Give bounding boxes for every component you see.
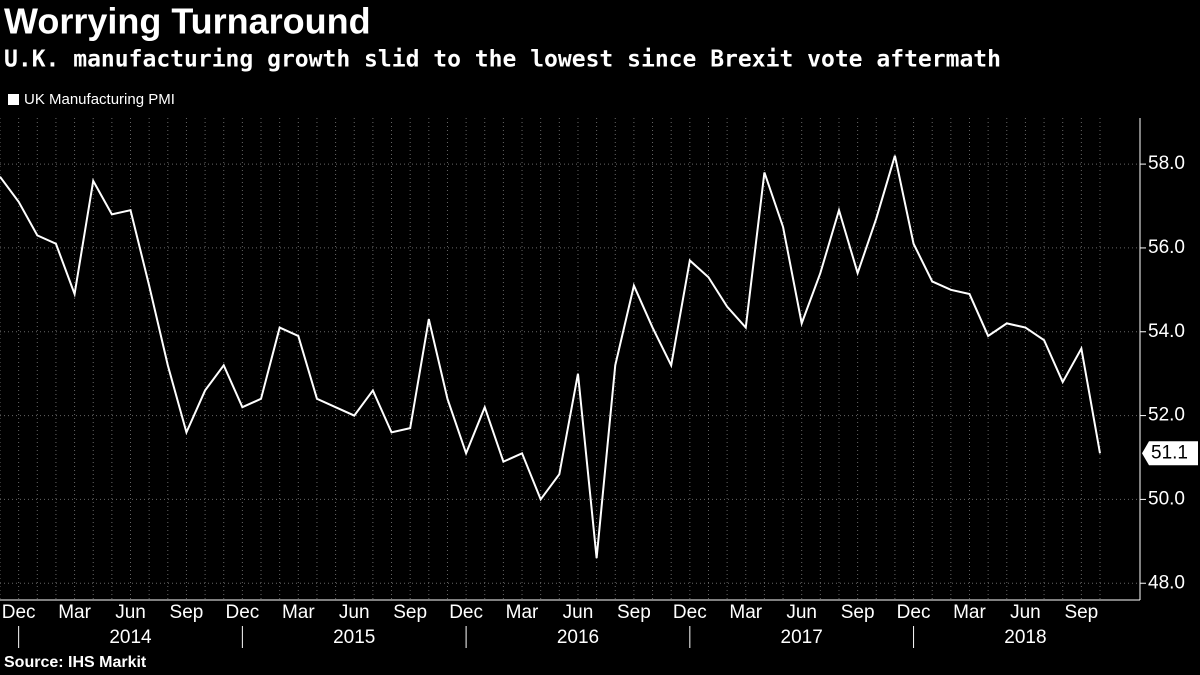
last-value-label: 51.1 <box>1151 442 1188 463</box>
chart-subtitle: U.K. manufacturing growth slid to the lo… <box>4 47 1001 73</box>
y-tick-label: 56.0 <box>1148 237 1185 258</box>
y-tick-label: 54.0 <box>1148 321 1185 342</box>
x-tick-label: Mar <box>953 602 986 623</box>
x-tick-label: Dec <box>897 602 931 623</box>
x-tick-label: Mar <box>506 602 539 623</box>
last-value-box <box>1142 441 1198 466</box>
year-label: 2014 <box>109 627 152 648</box>
x-tick-label: Dec <box>2 602 36 623</box>
x-tick-label: Mar <box>58 602 91 623</box>
x-tick-label: Jun <box>563 602 594 623</box>
x-tick-label: Jun <box>115 602 146 623</box>
x-tick-label: Jun <box>1010 602 1041 623</box>
x-tick-label: Mar <box>729 602 762 623</box>
x-tick-label: Mar <box>282 602 315 623</box>
x-tick-label: Sep <box>841 602 875 623</box>
year-label: 2015 <box>333 627 375 648</box>
x-tick-label: Jun <box>786 602 817 623</box>
legend-swatch <box>8 94 19 105</box>
y-tick-label: 52.0 <box>1148 405 1185 426</box>
x-tick-label: Sep <box>170 602 204 623</box>
year-label: 2017 <box>781 627 823 648</box>
x-tick-label: Dec <box>449 602 483 623</box>
series-line <box>0 155 1101 559</box>
x-tick-label: Sep <box>393 602 427 623</box>
x-tick-label: Sep <box>1064 602 1098 623</box>
source: Source: IHS Markit <box>4 654 147 671</box>
y-tick-label: 58.0 <box>1148 153 1185 174</box>
x-tick-label: Sep <box>617 602 651 623</box>
y-tick-label: 50.0 <box>1148 488 1185 509</box>
chart-title: Worrying Turnaround <box>4 1 371 42</box>
legend-label: UK Manufacturing PMI <box>24 91 175 108</box>
year-label: 2016 <box>557 627 599 648</box>
x-tick-label: Dec <box>225 602 259 623</box>
year-label: 2018 <box>1004 627 1046 648</box>
x-tick-label: Jun <box>339 602 370 623</box>
x-tick-label: Dec <box>673 602 707 623</box>
y-tick-label: 48.0 <box>1148 572 1185 593</box>
